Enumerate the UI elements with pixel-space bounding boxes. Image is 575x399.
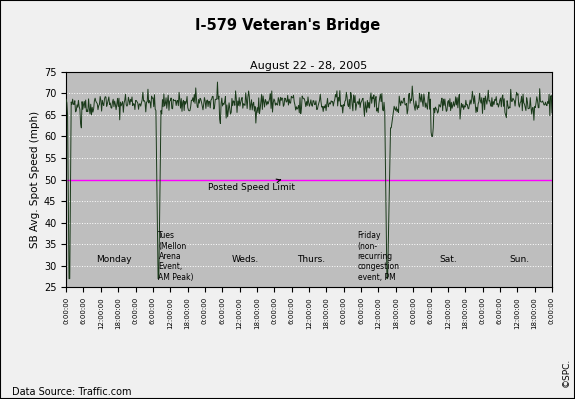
Text: Thurs.: Thurs. bbox=[297, 255, 325, 264]
Text: Sun.: Sun. bbox=[509, 255, 529, 264]
Text: Sat.: Sat. bbox=[439, 255, 457, 264]
Text: ©SPC.: ©SPC. bbox=[562, 358, 571, 387]
Y-axis label: SB Avg. Spot Speed (mph): SB Avg. Spot Speed (mph) bbox=[30, 111, 40, 248]
Text: Tues
(Mellon
Arena
Event,
AM Peak): Tues (Mellon Arena Event, AM Peak) bbox=[159, 231, 194, 282]
Text: I-579 Veteran's Bridge: I-579 Veteran's Bridge bbox=[195, 18, 380, 33]
Text: Weds.: Weds. bbox=[231, 255, 259, 264]
Text: Data Source: Traffic.com: Data Source: Traffic.com bbox=[12, 387, 131, 397]
Text: Monday: Monday bbox=[96, 255, 132, 264]
Text: Friday
(non-
recurring
congestion
event, PM: Friday (non- recurring congestion event,… bbox=[358, 231, 400, 282]
Text: Posted Speed Limit: Posted Speed Limit bbox=[208, 179, 296, 192]
Title: August 22 - 28, 2005: August 22 - 28, 2005 bbox=[251, 61, 367, 71]
